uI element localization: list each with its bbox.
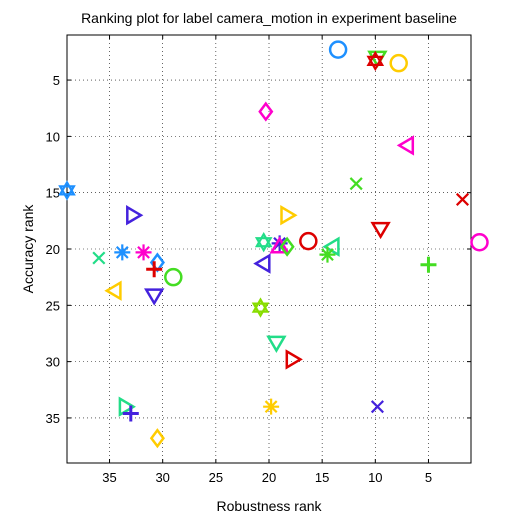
data-point-x bbox=[370, 400, 384, 414]
data-point-x bbox=[349, 177, 363, 191]
y-tick-label: 35 bbox=[46, 411, 60, 426]
x-tick-label: 5 bbox=[425, 470, 432, 485]
data-point-asterisk bbox=[114, 244, 131, 261]
x-tick-label: 10 bbox=[368, 470, 382, 485]
y-tick-label: 30 bbox=[46, 355, 60, 370]
plot-frame bbox=[66, 34, 472, 464]
data-point-triangle-up bbox=[269, 236, 290, 254]
y-axis-ticks: 5 10 15 20 25 30 35 bbox=[46, 73, 471, 426]
data-point-asterisk bbox=[263, 398, 280, 415]
data-point-triangle-left bbox=[104, 280, 122, 301]
data-point-hexagram bbox=[251, 297, 270, 318]
data-point-circle bbox=[299, 231, 318, 251]
data-point-x bbox=[92, 251, 106, 265]
data-point-triangle-down bbox=[144, 288, 165, 306]
data-points bbox=[58, 40, 489, 449]
x-tick-label: 20 bbox=[262, 470, 276, 485]
y-tick-label: 25 bbox=[46, 298, 60, 313]
x-axis-label: Robustness rank bbox=[216, 498, 322, 514]
data-point-circle bbox=[389, 53, 408, 73]
data-point-triangle-right bbox=[285, 349, 303, 370]
data-point-plus bbox=[420, 256, 437, 273]
data-point-hexagram bbox=[58, 180, 76, 201]
data-point-triangle-left bbox=[396, 135, 415, 156]
data-point-diamond bbox=[279, 236, 295, 257]
data-point-asterisk bbox=[135, 244, 152, 261]
y-tick-label: 20 bbox=[46, 242, 60, 257]
y-tick-label: 10 bbox=[46, 129, 60, 144]
data-point-triangle-down bbox=[266, 335, 287, 353]
x-tick-label: 15 bbox=[315, 470, 329, 485]
data-point-circle bbox=[164, 267, 183, 287]
data-point-triangle-left bbox=[253, 253, 271, 274]
data-point-triangle-down bbox=[370, 221, 391, 240]
grid-lines bbox=[67, 35, 471, 463]
data-point-triangle-right bbox=[280, 205, 298, 226]
data-point-circle bbox=[470, 232, 489, 252]
x-tick-label: 30 bbox=[155, 470, 169, 485]
x-tick-label: 25 bbox=[209, 470, 223, 485]
y-tick-label: 15 bbox=[46, 186, 60, 201]
data-point-diamond bbox=[149, 428, 165, 449]
data-point-hexagram bbox=[254, 231, 273, 253]
data-point-hexagram bbox=[366, 50, 385, 72]
x-axis-ticks: 35 30 25 20 15 10 5 bbox=[102, 35, 432, 485]
data-point-triangle-right bbox=[118, 396, 136, 417]
data-point-triangle-right bbox=[126, 205, 144, 226]
data-point-plus bbox=[122, 405, 139, 422]
y-axis-label: Accuracy rank bbox=[20, 204, 36, 294]
y-tick-label: 5 bbox=[53, 73, 60, 88]
data-point-diamond bbox=[258, 101, 274, 122]
data-point-circle bbox=[328, 40, 348, 59]
data-point-asterisk bbox=[271, 235, 288, 252]
data-point-x bbox=[455, 192, 470, 206]
data-point-plus bbox=[146, 261, 163, 278]
x-tick-label: 35 bbox=[102, 470, 116, 485]
data-point-asterisk bbox=[319, 246, 336, 263]
chart-title: Ranking plot for label camera_motion in … bbox=[81, 10, 457, 26]
